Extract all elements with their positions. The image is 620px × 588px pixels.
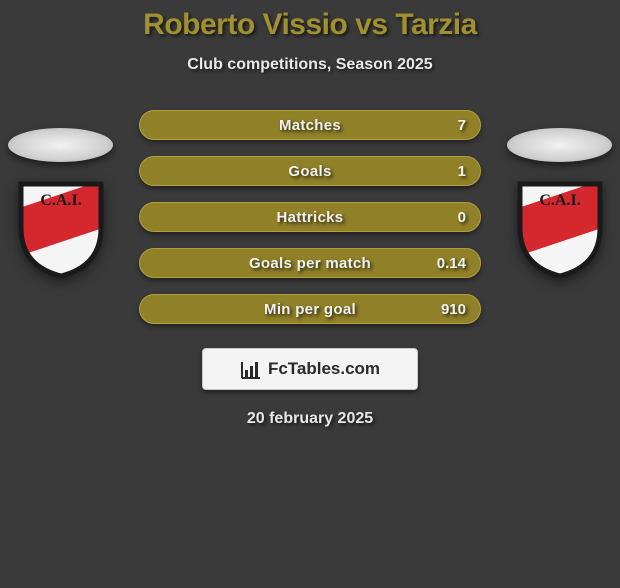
stat-label: Goals per match (249, 255, 371, 272)
stat-value-right: 0 (458, 209, 466, 226)
page-title: Roberto Vissio vs Tarzia (0, 8, 620, 42)
svg-text:C.A.I.: C.A.I. (40, 192, 81, 209)
stat-row-min-per-goal: Min per goal 910 (139, 294, 481, 324)
player-right-avatar (507, 128, 612, 162)
stat-row-goals-per-match: Goals per match 0.14 (139, 248, 481, 278)
fctables-link[interactable]: FcTables.com (202, 348, 418, 390)
stat-label: Min per goal (264, 301, 356, 318)
stat-label: Matches (279, 117, 341, 134)
stat-row-hattricks: Hattricks 0 (139, 202, 481, 232)
player-right-column: C.A.I. (507, 128, 612, 278)
player-left-column: C.A.I. (8, 128, 113, 278)
stat-row-goals: Goals 1 (139, 156, 481, 186)
bar-chart-icon (240, 358, 262, 380)
stat-label: Hattricks (277, 209, 344, 226)
stat-value-right: 1 (458, 163, 466, 180)
svg-text:C.A.I.: C.A.I. (539, 192, 580, 209)
stats-list: Matches 7 Goals 1 Hattricks 0 Goals per … (139, 110, 481, 324)
stat-value-right: 7 (458, 117, 466, 134)
stat-value-right: 0.14 (437, 255, 466, 272)
fctables-label: FcTables.com (268, 359, 380, 379)
club-left-shield-icon: C.A.I. (15, 178, 107, 278)
stat-row-matches: Matches 7 (139, 110, 481, 140)
stat-label: Goals (288, 163, 331, 180)
stat-value-right: 910 (441, 301, 466, 318)
club-right-shield-icon: C.A.I. (514, 178, 606, 278)
subtitle: Club competitions, Season 2025 (0, 56, 620, 74)
player-left-avatar (8, 128, 113, 162)
date-label: 20 february 2025 (0, 410, 620, 428)
